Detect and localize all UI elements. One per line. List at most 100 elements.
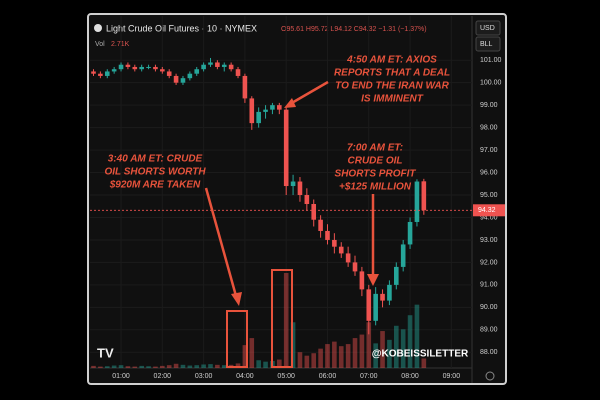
annotation: +$125 MILLION: [339, 182, 412, 193]
candle-body: [352, 262, 358, 272]
candle-body: [208, 62, 213, 65]
candle-body: [139, 66, 144, 70]
volume-bar: [338, 346, 344, 368]
arrow: [289, 80, 329, 106]
volume-bar: [332, 341, 337, 368]
volume-bar: [421, 358, 427, 368]
volume-bar: [166, 365, 172, 368]
candle-body: [153, 66, 158, 70]
candle-body: [366, 289, 372, 321]
x-tick-label: 06:00: [319, 373, 337, 380]
candle-body: [146, 66, 151, 68]
volume-bar: [180, 364, 186, 368]
candle-body: [421, 181, 427, 211]
volume-bar: [221, 365, 227, 368]
candle-body: [111, 69, 117, 72]
volume-label: Vol: [95, 41, 105, 48]
candle-body: [387, 284, 392, 301]
volume-bar: [283, 273, 289, 368]
arrow: [204, 187, 238, 297]
volume-bar: [146, 366, 151, 368]
arrow-head: [284, 98, 296, 108]
y-tick-label: 88.00: [480, 349, 498, 356]
candle-body: [180, 78, 186, 83]
unit-button[interactable]: [475, 36, 501, 52]
annotation: IS IMMINENT: [361, 94, 424, 105]
y-tick-label: 91.00: [480, 282, 498, 289]
volume-bar: [201, 364, 206, 368]
candle-body: [283, 109, 289, 187]
volume-bar: [118, 365, 124, 368]
volume-bar: [111, 365, 117, 368]
volume-bar: [208, 364, 213, 368]
candle-body: [256, 111, 261, 124]
candle-body: [318, 219, 323, 231]
y-tick-label: 95.00: [480, 192, 498, 199]
annotation-shapes: [204, 80, 379, 368]
volume-bar: [345, 344, 351, 368]
candle-body: [249, 98, 255, 124]
candle-body: [215, 62, 220, 67]
candle-body: [132, 66, 138, 70]
candle-body: [338, 246, 344, 254]
candle-body: [380, 293, 385, 301]
y-tick-label: 90.00: [480, 304, 498, 311]
candle-body: [400, 244, 406, 267]
volume-bar: [380, 331, 385, 368]
y-tick-label: 93.00: [480, 237, 498, 244]
y-tick-label: 98.00: [480, 124, 498, 131]
volume-bar: [98, 366, 103, 368]
annotation: CRUDE OIL: [348, 156, 403, 167]
candle-body: [311, 204, 317, 220]
y-tick-label: 101.00: [480, 57, 502, 64]
volume-bar: [387, 339, 392, 368]
candle-body: [187, 73, 193, 79]
volume-bar: [373, 343, 378, 368]
symbol-icon: [94, 24, 102, 32]
annotation: $920M ARE TAKEN: [109, 180, 201, 191]
candle-body: [104, 71, 110, 76]
candle-body: [166, 71, 172, 76]
highlight-box: [226, 310, 248, 368]
volume-bar: [194, 365, 200, 368]
candle-body: [373, 293, 378, 321]
unit-text[interactable]: BLL: [480, 41, 493, 48]
volume-bar: [407, 315, 413, 368]
annotation: TO END THE IRAN WAR: [335, 81, 449, 92]
volume-bar: [173, 363, 179, 368]
volume-bar: [235, 363, 241, 368]
volume-bar: [304, 355, 310, 368]
candle-body: [242, 75, 248, 99]
x-tick-label: 04:00: [236, 373, 254, 380]
candle-body: [118, 64, 124, 70]
candle-body: [228, 64, 234, 70]
volume-bar: [153, 366, 158, 368]
volume-bar: [187, 365, 193, 368]
y-tick-label: 96.00: [480, 169, 498, 176]
x-tick-label: 05:00: [277, 373, 295, 380]
candle-body: [304, 195, 310, 204]
annotation: SHORTS PROFIT: [335, 169, 417, 180]
currency-button[interactable]: [475, 20, 501, 36]
y-tick-label: 94.00: [480, 214, 498, 221]
x-tick-label: 02:00: [154, 373, 172, 380]
candle-body: [98, 73, 103, 76]
volume-bar: [394, 325, 399, 368]
volume-bar: [352, 338, 358, 368]
settings-icon[interactable]: [485, 371, 495, 381]
y-tick-label: 89.00: [480, 327, 498, 334]
highlight-box: [271, 269, 293, 368]
volume-bar: [414, 304, 420, 368]
annotation: 4:50 AM ET: AXIOS: [346, 55, 437, 66]
volume-bar: [325, 344, 330, 368]
volume-bar: [242, 345, 248, 368]
volume-bar: [311, 353, 317, 368]
volume-bar: [104, 366, 110, 368]
volume-bar: [318, 348, 323, 368]
candle-body: [290, 181, 296, 187]
volume-bar: [256, 360, 261, 368]
arrow-head: [231, 292, 242, 306]
currency-text[interactable]: USD: [480, 25, 495, 32]
volume-bar: [160, 365, 165, 368]
